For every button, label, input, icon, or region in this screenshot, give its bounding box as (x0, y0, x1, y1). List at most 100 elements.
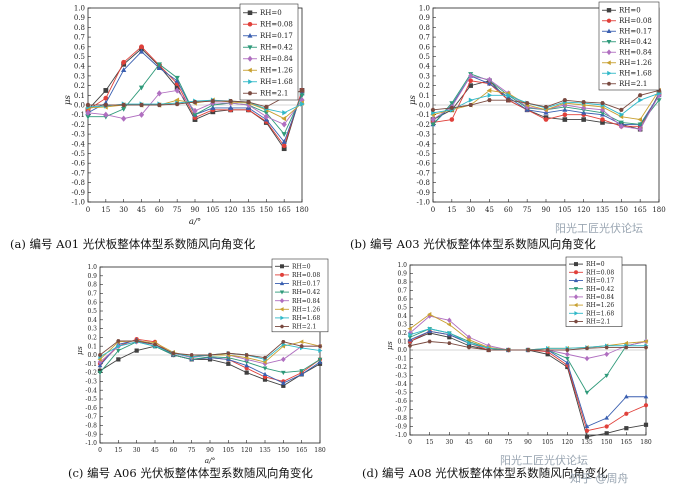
x-tick-label: 90 (524, 439, 532, 446)
y-tick-label: 0.9 (74, 14, 85, 22)
x-tick-label: 60 (485, 439, 493, 446)
data-point (244, 370, 249, 375)
data-point (430, 122, 436, 128)
y-tick-label: -0.2 (395, 364, 407, 371)
y-tick-label: -0.6 (417, 160, 431, 168)
x-tick-label: 45 (465, 439, 473, 446)
y-tick-label: -0.8 (395, 415, 407, 422)
data-point (637, 122, 643, 128)
y-tick-label: 0.4 (397, 313, 407, 320)
data-point (281, 138, 287, 144)
legend-marker (606, 81, 612, 86)
legend-label: RH=1.26 (292, 306, 320, 313)
data-point (85, 114, 91, 120)
data-point (174, 97, 180, 103)
x-tick-label: 45 (151, 447, 159, 454)
data-point (600, 101, 605, 106)
data-point (449, 105, 455, 110)
legend-label: RH=1.68 (260, 78, 293, 86)
y-tick-label: -0.9 (72, 189, 86, 197)
data-point (281, 339, 286, 344)
x-tick-label: 45 (485, 206, 494, 214)
watermark-a08-bottom: 知乎 @周舟 (570, 472, 629, 485)
data-point (643, 345, 649, 350)
data-point (318, 348, 323, 353)
data-point (623, 340, 629, 346)
legend-marker (248, 79, 253, 85)
y-tick-label: -0.7 (417, 169, 431, 177)
y-tick-label: -0.8 (85, 423, 97, 430)
data-point (121, 115, 127, 122)
y-tick-label: 0.0 (87, 352, 97, 359)
x-tick-label: 105 (558, 206, 571, 214)
x-tick-label: 135 (259, 447, 271, 454)
x-tick-label: 75 (505, 439, 513, 446)
y-tick-label: 0.7 (397, 288, 407, 295)
legend-marker (606, 60, 611, 66)
data-point (300, 101, 305, 107)
data-point (192, 100, 198, 105)
x-tick-label: 180 (295, 206, 308, 214)
legend-label: RH=0.84 (260, 55, 293, 63)
legend-marker (280, 324, 284, 329)
data-point (449, 117, 455, 122)
legend-box (598, 1, 660, 91)
data-point (447, 341, 452, 346)
y-tick-label: -0.2 (417, 121, 431, 129)
legend-label: RH=0.84 (292, 298, 320, 305)
legend-label: RH=0.17 (586, 278, 614, 285)
data-point (618, 120, 624, 126)
data-point (637, 93, 643, 98)
series-line (409, 328, 647, 394)
legend-label: RH=1.26 (619, 59, 652, 67)
data-point (262, 355, 268, 360)
data-point (486, 348, 491, 352)
legend: RH=0 RH=0.08 RH=0.17 RH=0.42 RH=0.84 RH=1.26 R… (598, 1, 660, 91)
data-point (174, 75, 180, 81)
legend-marker (606, 40, 612, 45)
data-point (299, 88, 305, 93)
data-point (599, 106, 606, 113)
y-axis-label: μs (63, 94, 73, 105)
y-tick-label: -0.8 (72, 179, 86, 187)
y-tick-label: 0.9 (397, 271, 407, 278)
x-tick-label: 165 (296, 447, 308, 454)
y-tick-label: 0.0 (397, 347, 407, 354)
data-point (427, 311, 432, 317)
data-point (468, 72, 474, 79)
data-point (156, 65, 162, 71)
series-RH-0-42 (407, 327, 649, 396)
data-point (638, 97, 643, 103)
legend-label: RH=0.17 (292, 281, 320, 288)
x-tick-label: 90 (206, 447, 214, 454)
y-tick-label: -0.9 (417, 189, 431, 197)
data-point (97, 357, 102, 362)
series-RH-2-1 (430, 88, 662, 112)
x-tick-label: 60 (170, 447, 178, 454)
data-point (506, 348, 511, 352)
y-tick-label: 0.3 (74, 72, 85, 80)
data-point (299, 339, 304, 345)
data-point (85, 109, 91, 116)
data-point (263, 104, 269, 110)
legend-marker (573, 302, 578, 308)
data-point (447, 330, 452, 336)
data-point (468, 103, 473, 107)
chart-a03-svg: -1.0-0.9 -0.8 -0.7-0.6 -0.5 -0.4-0.3 -0.2 -0.1… (408, 1, 666, 214)
chart-a01-svg: -1.0-0.9 -0.8 -0.7-0.6 -0.5 -0.4-0.3 -0.2 -0.1… (63, 3, 309, 227)
data-point (138, 111, 145, 118)
legend-marker (280, 264, 284, 269)
data-point (407, 343, 413, 348)
chart-a06-svg: -1.0 -0.9-0.8 -0.7 -0.6 -0.5 -0.4-0.3 -0.2 -0.1… (75, 258, 329, 465)
data-point (506, 92, 512, 98)
x-tick-label: 165 (633, 206, 646, 214)
y-tick-label: -0.8 (417, 179, 431, 187)
legend-label: RH=1.26 (586, 302, 614, 309)
legend-label: RH=1.68 (292, 315, 320, 322)
data-point (604, 373, 609, 379)
x-tick-label: 30 (446, 439, 454, 446)
y-tick-label: 0.6 (87, 299, 97, 306)
y-tick-label: 0.1 (419, 92, 430, 100)
data-point (487, 98, 492, 103)
legend-label: RH=1.26 (260, 67, 293, 75)
